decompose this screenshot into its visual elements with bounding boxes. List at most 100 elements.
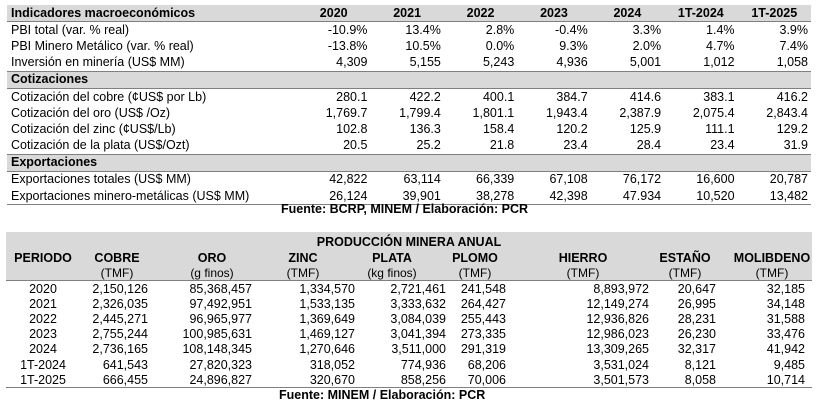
macro-col-1t-2025: 1T-2025 (737, 5, 811, 23)
production-cell: 320,670 (309, 372, 355, 387)
cell-value: 4,936 (556, 55, 588, 70)
production-cell: 12,936,826 (586, 312, 649, 327)
row-label: Cotización del oro (US$ /Oz) (11, 105, 171, 120)
period-cell: 2020 (29, 282, 57, 296)
production-cell: 666,455 (102, 372, 148, 387)
cell-value: 42,822 (329, 172, 368, 187)
production-cell: 641,543 (102, 357, 148, 372)
cell-value: -13.8% (327, 38, 368, 53)
production-cell: 264,427 (460, 297, 506, 312)
cell-value: 38,278 (443, 188, 518, 206)
section-fill (664, 70, 738, 89)
production-cell: 273,335 (460, 327, 506, 342)
macro-row: PBI Minero Metálico (var. % real) -13.8% 1… (7, 38, 811, 54)
macro-table-source: Fuente: BCRP, MINEM / Elaboración: PCR (281, 202, 529, 216)
production-cell: 2,721,461 (390, 282, 446, 296)
col-unit: (TMF) (668, 266, 702, 280)
cell-value: 3.3% (632, 22, 662, 37)
cell-value: 26,124 (297, 188, 371, 206)
section-fill (590, 153, 665, 172)
production-cell: 2,326,035 (92, 297, 148, 312)
section-fill (370, 153, 444, 172)
cell-value: 76,172 (622, 172, 662, 187)
section-label: Exportaciones (7, 153, 297, 172)
cell-value: -0.4% (555, 22, 588, 37)
row-label: Cotización de la plata (US$/Ozt) (11, 138, 190, 153)
cell-value: 42,398 (517, 188, 591, 206)
production-cell: 1,270,646 (299, 342, 355, 357)
section-fill (517, 153, 591, 172)
section-fill (517, 70, 591, 89)
exportacion-row: Exportaciones totales (US$ MM) 42,822 63,1… (7, 171, 811, 188)
cell-value: 31.9 (783, 138, 808, 153)
macro-header-row: Indicadores macroeconómicos 2020 2021 20… (7, 5, 811, 23)
cell-value: 47.934 (590, 188, 665, 206)
production-cell: 8,893,972 (593, 282, 649, 296)
cell-value: 102.8 (336, 121, 368, 136)
cell-value: 129.2 (776, 121, 808, 136)
row-label: Cotización del zinc (¢US$/Lb) (11, 121, 176, 136)
col-unit: (TMF) (458, 266, 492, 280)
production-cell: 31,588 (766, 312, 805, 327)
production-cell: 858,256 (400, 372, 446, 387)
production-cell: 27,820,323 (189, 357, 252, 372)
production-cell: 1,369,649 (299, 312, 355, 327)
header-divider (6, 280, 812, 281)
cell-value: 16,600 (696, 172, 735, 187)
cell-value: 280.1 (336, 89, 368, 104)
row-label: Exportaciones minero-metálicas (US$ MM) (7, 188, 297, 206)
production-cell: 97,492,951 (189, 297, 252, 312)
production-cell: 2,150,126 (92, 282, 148, 296)
cell-value: 2,843.4 (766, 105, 808, 120)
production-cell: 1,533,135 (299, 297, 355, 312)
col-header: HIERRO (558, 251, 608, 265)
cotizacion-row: Cotización de la plata (US$/Ozt) 20.5 25.2… (7, 138, 811, 155)
cell-value: 5,155 (409, 55, 441, 70)
row-label: Cotización del cobre (¢US$ por Lb) (11, 89, 207, 104)
production-cell: 3,084,039 (390, 312, 446, 327)
section-fill (443, 153, 518, 172)
cell-value: 383.1 (703, 89, 735, 104)
row-label: Exportaciones totales (US$ MM) (11, 172, 191, 187)
cell-value: 136.3 (409, 121, 441, 136)
macro-col-2021: 2021 (370, 5, 444, 23)
production-cell: 70,006 (467, 372, 506, 387)
macro-col-1t-2024: 1T-2024 (664, 5, 738, 23)
period-cell: 2021 (29, 297, 57, 312)
cell-value: 39,901 (370, 188, 444, 206)
exportacion-row: Exportaciones minero-metálicas (US$ MM) 2… (7, 188, 811, 206)
period-cell: 1T-2024 (20, 357, 66, 372)
section-fill (297, 153, 371, 172)
col-unit: (g finos) (190, 266, 234, 280)
production-cell: 13,309,265 (586, 342, 649, 357)
section-cotizaciones: Cotizaciones (7, 70, 811, 89)
cotizacion-row: Cotización del zinc (¢US$/Lb) 102.8 136.3 1… (7, 121, 811, 137)
section-fill (737, 153, 811, 172)
production-cell: 96,965,977 (189, 312, 252, 327)
production-cell: 3,041,394 (390, 327, 446, 342)
cell-value: 1,769.7 (325, 105, 368, 120)
section-exportaciones: Exportaciones (7, 153, 811, 172)
cell-value: 20.5 (343, 138, 368, 153)
mining-table-source: Fuente: MINEM / Elaboración: PCR (279, 388, 486, 402)
col-header: ZINC (288, 251, 318, 265)
cotizacion-row: Cotización del cobre (¢US$ por Lb) 280.1 4… (7, 88, 811, 105)
cell-value: 20,787 (769, 172, 808, 187)
production-cell: 12,149,274 (586, 297, 649, 312)
production-cell: 9,485 (773, 357, 805, 372)
col-header: PERIODO (14, 251, 72, 265)
section-fill (664, 153, 738, 172)
section-fill (297, 70, 371, 89)
production-cell: 2,755,244 (92, 327, 148, 342)
row-label: PBI total (var. % real) (11, 22, 130, 37)
cell-value: 2.8% (485, 22, 515, 37)
cell-value: 1,801.1 (472, 105, 515, 120)
production-cell: 33,476 (766, 327, 805, 342)
col-header: PLOMO (452, 251, 498, 265)
production-cell: 20,647 (677, 282, 716, 296)
cell-value: 1.4% (706, 22, 735, 37)
cell-value: 5,243 (482, 55, 515, 70)
production-cell: 26,230 (677, 327, 716, 342)
macro-col-2022: 2022 (443, 5, 518, 23)
production-cell: 255,443 (460, 312, 506, 327)
